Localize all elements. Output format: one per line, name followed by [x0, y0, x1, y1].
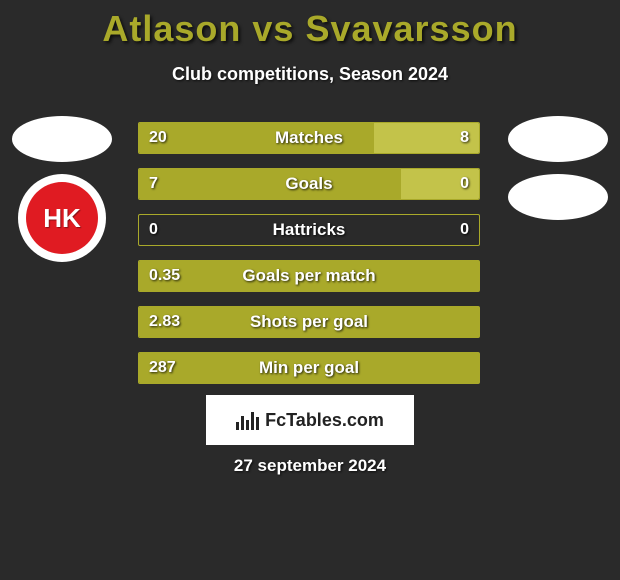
stat-bars-container: 208Matches70Goals00Hattricks0.35Goals pe… — [138, 122, 480, 398]
stat-bar-label: Hattricks — [139, 215, 479, 245]
stat-bar-left-value: 2.83 — [149, 307, 180, 337]
stat-bar-row: 287Min per goal — [138, 352, 480, 384]
stat-bar-left-value: 0.35 — [149, 261, 180, 291]
stat-bar-right-value: 0 — [460, 169, 469, 199]
stat-bar-row: 70Goals — [138, 168, 480, 200]
stat-bar-right-value: 0 — [460, 215, 469, 245]
stat-bar-left-value: 7 — [149, 169, 158, 199]
left-team-logo-text: HK — [26, 182, 98, 254]
stat-bar-left-value: 20 — [149, 123, 167, 153]
branding-badge: FcTables.com — [206, 395, 414, 445]
stat-bar-left-fill — [139, 123, 374, 153]
stat-bar-left-fill — [139, 307, 479, 337]
page-title: Atlason vs Svavarsson — [0, 0, 620, 50]
right-team-logo-oval-1 — [508, 116, 608, 162]
branding-chart-icon — [236, 410, 259, 430]
left-team-logo-oval — [12, 116, 112, 162]
left-team-logos: HK — [8, 112, 116, 262]
right-team-logo-oval-2 — [508, 174, 608, 220]
stat-bar-right-value: 8 — [460, 123, 469, 153]
stat-bar-row: 0 0Hattricks — [138, 214, 480, 246]
stat-bar-row: 2.83Shots per goal — [138, 306, 480, 338]
stat-bar-left-value: 0 — [149, 215, 158, 245]
page-subtitle: Club competitions, Season 2024 — [0, 64, 620, 85]
stat-bar-row: 208Matches — [138, 122, 480, 154]
stat-bar-row: 0.35Goals per match — [138, 260, 480, 292]
stat-bar-left-value: 287 — [149, 353, 176, 383]
stat-bar-left-fill — [139, 169, 401, 199]
right-team-logos — [504, 112, 612, 232]
branding-text: FcTables.com — [265, 410, 384, 431]
stat-bar-left-fill — [139, 261, 479, 291]
footer-date: 27 september 2024 — [0, 456, 620, 476]
stat-bar-left-fill — [139, 353, 479, 383]
left-team-logo-circle: HK — [18, 174, 106, 262]
